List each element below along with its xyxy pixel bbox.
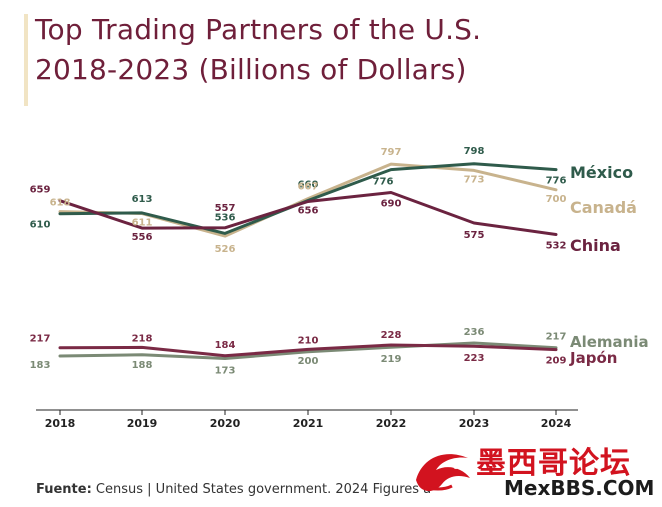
data-label-alemania-2018: 183 bbox=[30, 360, 51, 371]
legend-label-mexico: México bbox=[570, 163, 633, 182]
data-label-alemania-2019: 188 bbox=[132, 360, 153, 371]
source-text: Census | United States government. 2024 … bbox=[91, 482, 432, 497]
chart-title-line-1: Top Trading Partners of the U.S. bbox=[35, 13, 482, 46]
data-label-china-2019: 556 bbox=[132, 232, 153, 243]
data-label-mexico-2024: 776 bbox=[546, 176, 567, 187]
data-label-canada-2021: 667 bbox=[298, 182, 319, 193]
data-label-canada-2022: 797 bbox=[381, 147, 402, 158]
data-label-canada-2018: 618 bbox=[50, 198, 71, 209]
data-label-china-2024: 532 bbox=[546, 240, 567, 251]
x-tick-label-2022: 2022 bbox=[376, 417, 407, 430]
data-label-mexico-2020: 536 bbox=[215, 212, 236, 223]
title-accent-bar bbox=[24, 14, 28, 106]
x-tick-label-2023: 2023 bbox=[459, 417, 490, 430]
x-tick-label-2019: 2019 bbox=[127, 417, 158, 430]
chart-title-line-2: 2018-2023 (Billions of Dollars) bbox=[35, 53, 467, 86]
legend-label-canada: Canadá bbox=[570, 198, 637, 217]
series-line-japon bbox=[58, 343, 558, 358]
x-tick-label-2021: 2021 bbox=[293, 417, 324, 430]
data-label-china-2023: 575 bbox=[464, 230, 485, 241]
data-label-alemania-2021: 200 bbox=[298, 356, 319, 367]
data-label-china-2021: 656 bbox=[298, 206, 319, 217]
dragon-logo-icon bbox=[416, 454, 470, 492]
data-label-japon-2018: 217 bbox=[30, 334, 51, 345]
data-label-alemania-2023: 236 bbox=[464, 327, 485, 338]
data-label-alemania-2024: 217 bbox=[546, 332, 567, 343]
data-label-canada-2019: 611 bbox=[132, 217, 153, 228]
data-label-japon-2022: 228 bbox=[381, 330, 402, 341]
data-label-mexico-2018: 610 bbox=[30, 220, 51, 231]
x-tick-label-2020: 2020 bbox=[210, 417, 241, 430]
data-label-mexico-2022: 776 bbox=[373, 177, 394, 188]
data-label-japon-2024: 209 bbox=[546, 356, 567, 367]
legend-label-japon: Japón bbox=[569, 349, 617, 367]
watermark-text-cn: 墨西哥论坛 bbox=[476, 446, 631, 481]
data-label-china-2022: 690 bbox=[381, 198, 402, 209]
watermark-logo: 墨西哥论坛 MexBBS.COM bbox=[408, 436, 662, 502]
data-label-japon-2021: 210 bbox=[298, 335, 319, 346]
chart-title: Top Trading Partners of the U.S. 2018-20… bbox=[35, 10, 481, 90]
data-label-mexico-2021: 660 bbox=[298, 179, 319, 190]
legend-label-china: China bbox=[570, 236, 621, 255]
source-label: Fuente: bbox=[36, 482, 92, 497]
series-line-china bbox=[58, 191, 558, 236]
watermark-text-en: MexBBS.COM bbox=[504, 476, 655, 500]
line-chart: 2018 2019 2020 2021 2022 2023 2024 610 613 536 660… bbox=[30, 146, 649, 430]
data-label-japon-2020: 184 bbox=[215, 340, 236, 351]
x-tick-label-2018: 2018 bbox=[45, 417, 76, 430]
data-label-canada-2024: 700 bbox=[546, 194, 567, 205]
data-label-alemania-2022: 219 bbox=[381, 354, 402, 365]
legend-label-alemania: Alemania bbox=[570, 333, 649, 351]
data-label-japon-2023: 223 bbox=[464, 353, 485, 364]
source-note: Fuente: Census | United States governmen… bbox=[36, 482, 431, 497]
series-line-alemania bbox=[58, 341, 558, 360]
x-tick-label-2024: 2024 bbox=[541, 417, 572, 430]
data-label-canada-2020: 526 bbox=[215, 244, 236, 255]
data-label-mexico-2019: 613 bbox=[132, 194, 153, 205]
data-label-china-2018: 659 bbox=[30, 185, 51, 196]
data-label-china-2020: 557 bbox=[215, 203, 236, 214]
data-label-mexico-2023: 798 bbox=[464, 146, 485, 157]
data-label-canada-2023: 773 bbox=[464, 174, 485, 185]
data-label-japon-2019: 218 bbox=[132, 333, 153, 344]
data-label-alemania-2020: 173 bbox=[215, 365, 236, 376]
